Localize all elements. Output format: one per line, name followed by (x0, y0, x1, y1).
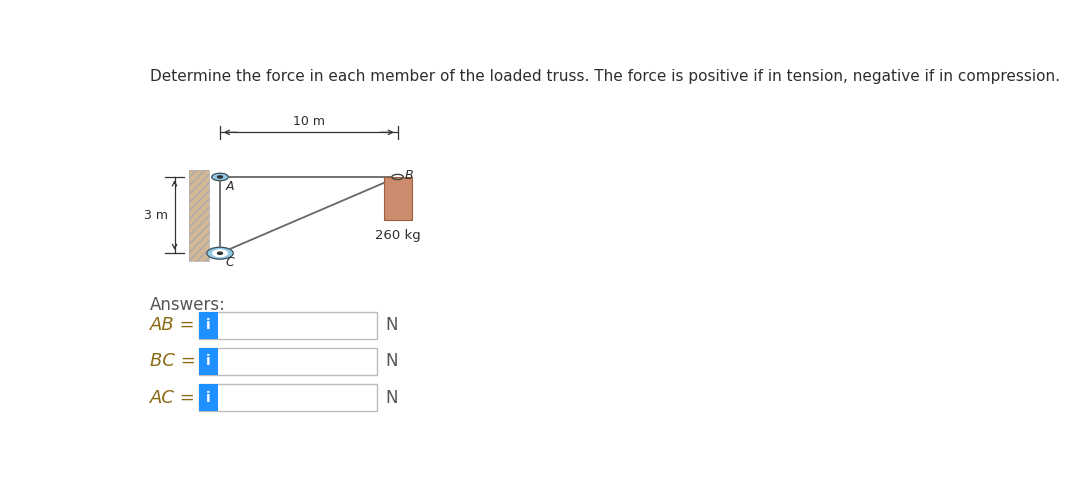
Bar (199, 384, 217, 412)
Text: C: C (226, 256, 235, 269)
Circle shape (217, 176, 223, 178)
Text: AB =: AB = (149, 316, 195, 334)
Text: Determine the force in each member of the loaded truss. The force is positive if: Determine the force in each member of th… (149, 69, 1060, 84)
Text: N: N (385, 316, 398, 334)
Text: AC =: AC = (149, 389, 196, 407)
Text: 10 m: 10 m (293, 115, 325, 128)
Circle shape (207, 247, 233, 259)
Text: N: N (385, 389, 398, 407)
Text: B: B (404, 169, 413, 182)
Circle shape (212, 173, 228, 181)
FancyBboxPatch shape (199, 348, 377, 375)
Bar (384, 177, 411, 220)
FancyBboxPatch shape (199, 312, 377, 339)
Bar (190, 170, 209, 261)
Text: 3 m: 3 m (144, 209, 168, 222)
Circle shape (392, 174, 403, 180)
Text: i: i (206, 391, 211, 405)
Bar (190, 170, 209, 261)
Text: i: i (206, 355, 211, 369)
Circle shape (217, 252, 223, 255)
Bar (199, 348, 217, 375)
Bar (199, 312, 217, 339)
Circle shape (213, 250, 227, 256)
Text: N: N (385, 353, 398, 370)
Text: 260 kg: 260 kg (375, 229, 420, 242)
Text: i: i (206, 318, 211, 332)
Text: BC =: BC = (149, 353, 196, 370)
FancyBboxPatch shape (199, 384, 377, 412)
Text: A: A (226, 180, 235, 193)
Text: Answers:: Answers: (149, 296, 226, 314)
